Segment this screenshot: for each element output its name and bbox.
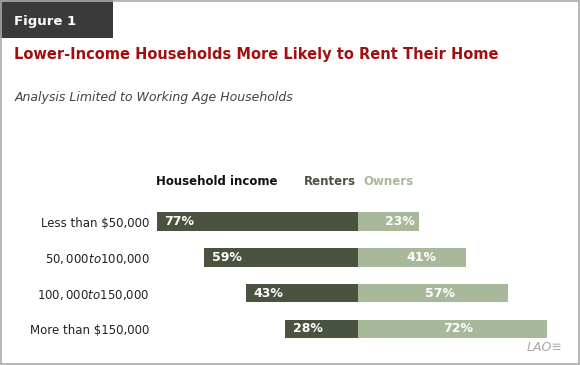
Bar xyxy=(358,212,419,231)
Text: Figure 1: Figure 1 xyxy=(13,15,76,28)
Text: Lower-Income Households More Likely to Rent Their Home: Lower-Income Households More Likely to R… xyxy=(14,47,499,62)
Text: Owners: Owners xyxy=(364,174,414,188)
Text: 72%: 72% xyxy=(443,322,473,335)
Bar xyxy=(358,248,466,267)
Text: 57%: 57% xyxy=(426,287,455,300)
Text: LAO≡: LAO≡ xyxy=(527,341,563,354)
Bar xyxy=(358,284,508,303)
Bar xyxy=(157,212,358,231)
Text: Analysis Limited to Working Age Households: Analysis Limited to Working Age Househol… xyxy=(14,91,293,104)
Text: 23%: 23% xyxy=(385,215,415,228)
Text: 28%: 28% xyxy=(293,322,322,335)
Bar xyxy=(204,248,358,267)
Bar xyxy=(285,320,358,338)
Bar xyxy=(246,284,358,303)
Text: 77%: 77% xyxy=(165,215,194,228)
Bar xyxy=(358,320,547,338)
Text: Renters: Renters xyxy=(304,174,356,188)
Text: Household income: Household income xyxy=(155,174,277,188)
Text: 43%: 43% xyxy=(253,287,284,300)
Text: 41%: 41% xyxy=(407,251,437,264)
Text: 59%: 59% xyxy=(212,251,241,264)
